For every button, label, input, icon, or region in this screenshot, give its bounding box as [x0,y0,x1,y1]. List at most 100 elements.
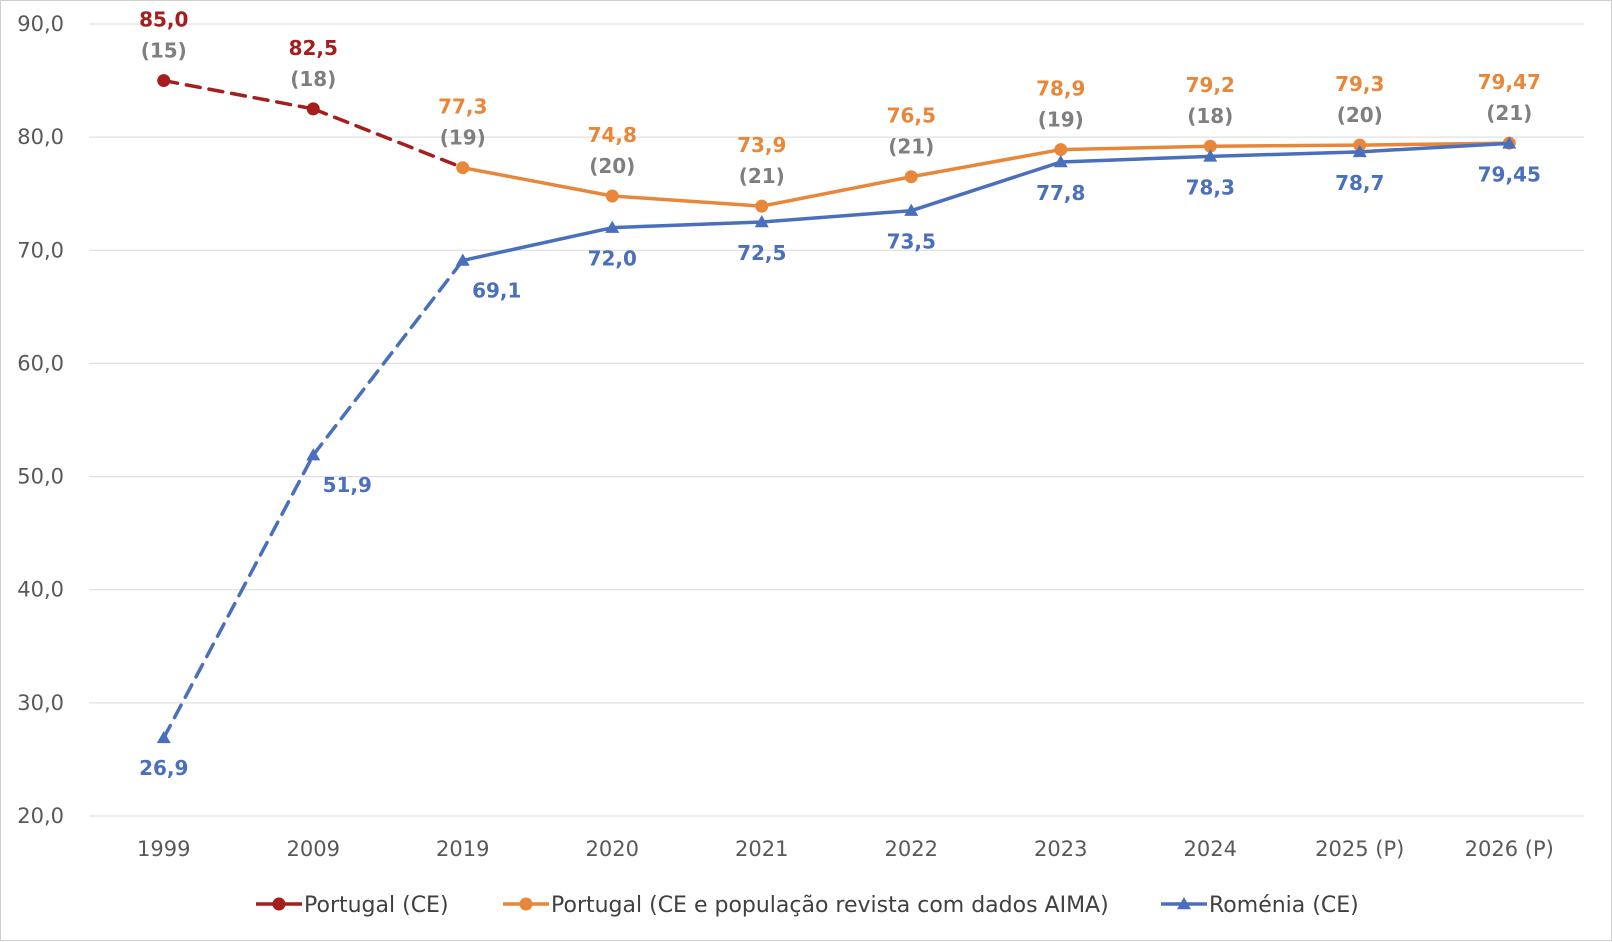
series-segment [162,78,315,111]
x-tick-label: 2022 [885,837,938,861]
series-segment [610,220,764,230]
data-point-marker [456,161,470,175]
data-point-marker [1352,144,1367,158]
rank-label: (21) [888,135,934,159]
series-segment [909,160,1063,213]
series-segment [1208,150,1362,159]
gridlines [89,23,1584,817]
data-point-marker [904,170,918,184]
series-3 [156,136,1517,744]
series-segment [909,147,1063,179]
data-point-marker [1054,143,1068,157]
rank-label: (19) [440,126,486,150]
data-label: 76,5 [887,104,936,128]
data-point-marker [519,897,533,911]
data-point-marker [1177,897,1191,910]
legend-item-1: Portugal (CE) [256,893,449,918]
series-segment [1358,141,1511,154]
data-point-marker [755,199,769,213]
x-tick-label: 1999 [137,837,190,861]
rank-label: (15) [141,39,187,63]
y-tick-label: 50,0 [17,465,64,489]
data-label: 79,3 [1335,72,1384,96]
x-tick-label: 2023 [1034,837,1087,861]
series-segment [311,258,465,457]
data-labels: 85,0 (15) 82,5 (18) 77,3 (19) 74,8 (20) 73,9 (21)… [139,8,1541,780]
x-tick-label: 2020 [586,837,639,861]
data-label: 51,9 [323,473,372,497]
rank-label: (21) [1486,101,1532,125]
data-label: 78,7 [1335,171,1384,195]
y-tick-label: 60,0 [17,351,64,375]
data-label: 77,3 [438,95,487,119]
series-segment [461,225,614,263]
data-label: 73,5 [887,230,936,254]
data-label: 78,9 [1036,77,1085,101]
data-label: 82,5 [289,36,338,60]
data-point-marker [1203,149,1218,162]
series-segment [311,107,465,170]
legend-label: Roménia (CE) [1209,893,1359,918]
data-label: 79,2 [1186,73,1235,97]
data-point-marker [455,253,470,266]
x-tick-label: 2009 [287,837,340,861]
rank-label: (21) [739,164,785,188]
data-point-marker [754,215,769,228]
legend-item-3: Roménia (CE) [1161,893,1359,918]
data-label: 74,8 [588,123,637,147]
y-tick-label: 80,0 [17,125,64,149]
y-tick-label: 90,0 [17,12,64,36]
legend-label: Portugal (CE e população revista com dad… [551,893,1109,918]
data-point-marker [272,897,286,911]
data-label: 69,1 [472,278,521,302]
series-1 [157,74,465,170]
data-point-marker [306,102,320,116]
data-label: 26,9 [139,756,188,780]
data-label: 78,3 [1186,175,1235,199]
rank-label: (18) [290,67,336,91]
data-point-marker [1502,136,1517,149]
data-point-marker [156,730,171,744]
series-segment [610,194,764,208]
data-point-marker [904,203,919,216]
data-point-marker [605,189,619,203]
data-label: 79,45 [1478,162,1541,186]
legend-item-2: Portugal (CE e população revista com dad… [503,893,1109,918]
x-tick-label: 2019 [436,837,489,861]
data-point-marker [1203,139,1217,153]
x-tick-label: 2025 (P) [1315,837,1404,861]
data-label: 72,0 [588,247,637,271]
series-segment [1059,154,1212,164]
x-tick-label: 2026 (P) [1465,837,1554,861]
data-label: 73,9 [737,133,786,157]
series-segment [1059,144,1212,152]
data-point-marker [306,448,321,461]
x-tick-label: 2021 [735,837,788,861]
series-lines [156,74,1517,744]
axis-labels: 20,0 30,0 40,0 50,0 60,0 70,0 80,0 90,0 1999 2009… [17,12,1554,861]
legend: Portugal (CE) Portugal (CE e população re… [256,893,1359,918]
data-label: 72,5 [737,241,786,265]
data-point-marker [605,220,620,233]
rank-label: (19) [1038,108,1084,132]
rank-label: (20) [589,154,635,178]
rank-label: (18) [1187,104,1233,128]
data-label: 85,0 [139,8,188,32]
data-label: 77,8 [1036,181,1085,205]
y-tick-label: 30,0 [17,691,64,715]
series-segment [1208,143,1362,148]
y-tick-label: 40,0 [17,578,64,602]
y-tick-label: 20,0 [17,804,64,828]
legend-label: Portugal (CE) [304,893,449,918]
rank-label: (20) [1337,103,1383,127]
series-segment [461,165,614,198]
data-point-marker [157,74,171,88]
y-tick-label: 70,0 [17,238,64,262]
series-segment [760,208,913,224]
x-tick-label: 2024 [1184,837,1237,861]
series-segment [760,174,913,208]
data-point-marker [1053,155,1068,168]
series-segment [162,453,315,740]
